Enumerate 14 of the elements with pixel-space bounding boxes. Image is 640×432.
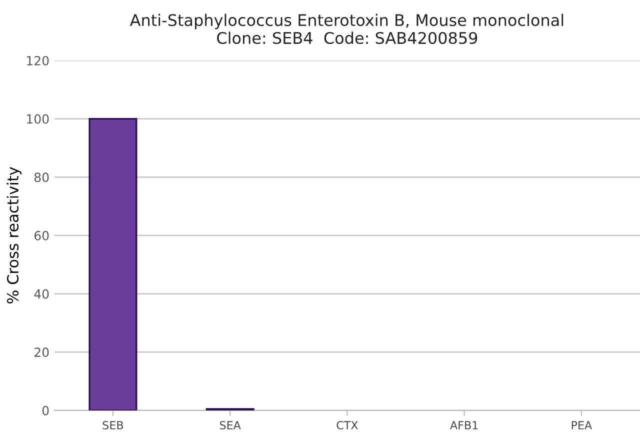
chart-title: Anti-Staphylococcus Enterotoxin B, Mouse monoclonal Clone: SEB4 Code: SAB4200859 xyxy=(130,14,564,44)
x-tick-label: PEA xyxy=(572,421,592,430)
y-tick-label: 40 xyxy=(34,289,49,299)
x-tick-label: SEA xyxy=(220,421,241,430)
y-tick-label: 0 xyxy=(42,406,49,416)
x-tick-label: SEB xyxy=(102,421,124,430)
y-tick-label: 60 xyxy=(34,230,49,240)
y-tick-label: 100 xyxy=(27,114,49,124)
y-tick-label: 80 xyxy=(34,172,49,182)
x-tick-label: CTX xyxy=(336,421,358,430)
x-tick-label: AFB1 xyxy=(450,421,478,430)
y-tick-label: 20 xyxy=(34,348,49,358)
y-tick-label: 120 xyxy=(27,56,49,66)
y-axis-title: % Cross reactivity xyxy=(6,167,22,304)
